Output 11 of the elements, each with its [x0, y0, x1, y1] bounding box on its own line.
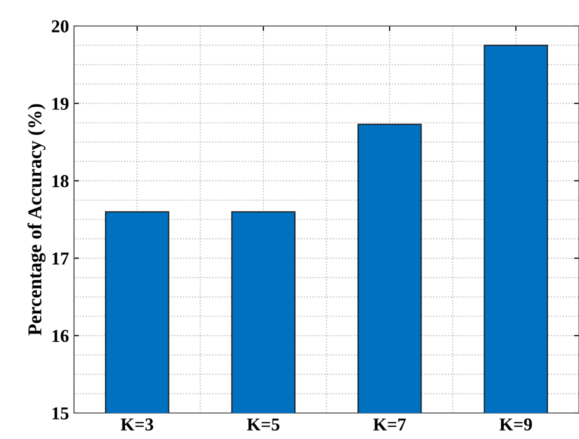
y-axis-title: Percentage of Accuracy (%)	[28, 104, 46, 336]
y-tick-label: 19	[52, 98, 68, 110]
x-tick-label: K=3	[120, 418, 154, 431]
x-tick-label: K=9	[500, 418, 532, 431]
y-tick-label: 17	[52, 252, 69, 264]
x-tick-label: K=7	[373, 418, 406, 430]
y-tick-label: 16	[52, 330, 69, 342]
y-tick-label: 18	[52, 175, 69, 188]
y-tick-label: 15	[52, 407, 68, 420]
y-tick-label: 20	[52, 20, 68, 32]
x-tick-label: K=5	[247, 418, 280, 431]
